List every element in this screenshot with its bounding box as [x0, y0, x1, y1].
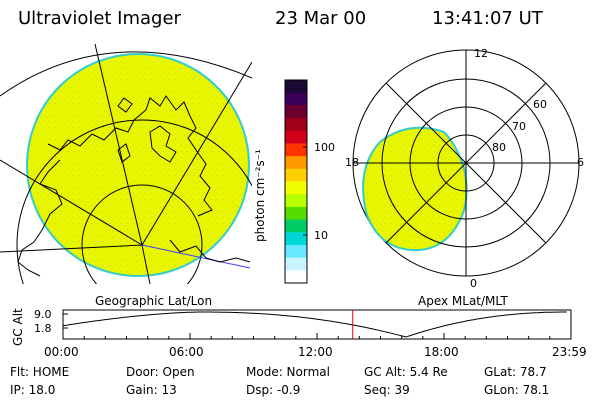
alt-xtick-1200: 12:00	[298, 345, 333, 359]
colorbar-segment	[285, 105, 307, 119]
alt-xtick-2359: 23:59	[552, 345, 587, 359]
colorbar-segment	[285, 270, 307, 284]
geo-meridian	[0, 244, 143, 253]
status-door: Door: Open	[126, 365, 195, 379]
colorbar-segment	[285, 232, 307, 246]
colorbar-segment	[285, 118, 307, 132]
alt-ylabel: GC Alt	[11, 308, 25, 346]
time-label: 13:41:07 UT	[432, 8, 543, 29]
date-label: 23 Mar 00	[275, 8, 367, 29]
altitude-curve	[62, 311, 567, 338]
geo-outer-arc	[0, 51, 252, 97]
status-mode: Mode: Normal	[246, 365, 330, 379]
geo-meridian	[141, 61, 252, 246]
alt-xtick-1800: 18:00	[424, 345, 459, 359]
colorbar-segment	[285, 156, 307, 170]
mlt-label-12: 12	[474, 47, 488, 60]
geo-image-disk	[26, 53, 250, 277]
coastline	[17, 159, 63, 277]
geo-lat-circle	[81, 184, 203, 284]
colorbar-segment	[285, 92, 307, 106]
colorbar-segment	[285, 80, 307, 94]
colorbar-segment	[285, 244, 307, 259]
geo-meridian	[141, 244, 151, 284]
status-gain: Gain: 13	[126, 383, 177, 397]
coastline	[117, 143, 131, 163]
colorbar-segment	[285, 168, 307, 182]
alt-ytick-1-8: 1.8	[34, 322, 52, 335]
colorbar-tick-10: 10	[314, 229, 328, 242]
colorbar-segment	[285, 257, 307, 271]
status-ip: IP: 18.0	[10, 383, 56, 397]
status-glat: GLat: 78.7	[484, 365, 547, 379]
alt-ytick-9: 9.0	[34, 308, 52, 321]
colorbar-segment	[285, 130, 307, 144]
status-dsp: Dsp: -0.9	[246, 383, 301, 397]
colorbar	[284, 79, 308, 284]
colorbar-segment	[285, 181, 307, 195]
geographic-panel	[0, 44, 252, 284]
status-gcalt: GC Alt: 5.4 Re	[364, 365, 448, 379]
status-glon: GLon: 78.1	[484, 383, 550, 397]
mag-panel-label: Apex MLat/MLT	[418, 294, 508, 308]
alt-xtick-0600: 06:00	[169, 345, 204, 359]
status-seq: Seq: 39	[364, 383, 410, 397]
mlat-label-80: 80	[492, 141, 506, 154]
coastline	[149, 125, 177, 163]
mlt-label-0: 0	[470, 277, 477, 290]
geo-panel-label: Geographic Lat/Lon	[95, 294, 213, 308]
colorbar-segment	[285, 206, 307, 221]
colorbar-frame	[284, 79, 308, 284]
coastline	[117, 97, 133, 113]
instrument-title: Ultraviolet Imager	[18, 8, 181, 29]
mlat-label-60: 60	[533, 98, 547, 111]
mag-oval-fill	[362, 126, 468, 252]
colorbar-segment	[285, 143, 307, 157]
altitude-plot	[62, 309, 572, 340]
alt-xtick-0000: 00:00	[44, 345, 79, 359]
mlt-label-6: 6	[577, 156, 584, 169]
mlt-meridian	[385, 82, 547, 244]
magnetic-panel	[352, 49, 580, 277]
coastline	[169, 239, 251, 263]
geo-meridian	[94, 44, 143, 246]
mlat-label-70: 70	[512, 120, 526, 133]
colorbar-segment	[285, 219, 307, 233]
coastline	[47, 95, 213, 217]
colorbar-unit-label: photon cm⁻²s⁻¹	[253, 149, 267, 242]
geo-lat-circle	[16, 119, 252, 284]
colorbar-tick-100: 100	[314, 141, 335, 154]
geo-meridian	[141, 244, 251, 269]
colorbar-segment	[285, 194, 307, 208]
geo-meridian	[0, 159, 143, 246]
mlt-label-18: 18	[345, 156, 359, 169]
status-flt: Flt: HOME	[10, 365, 70, 379]
